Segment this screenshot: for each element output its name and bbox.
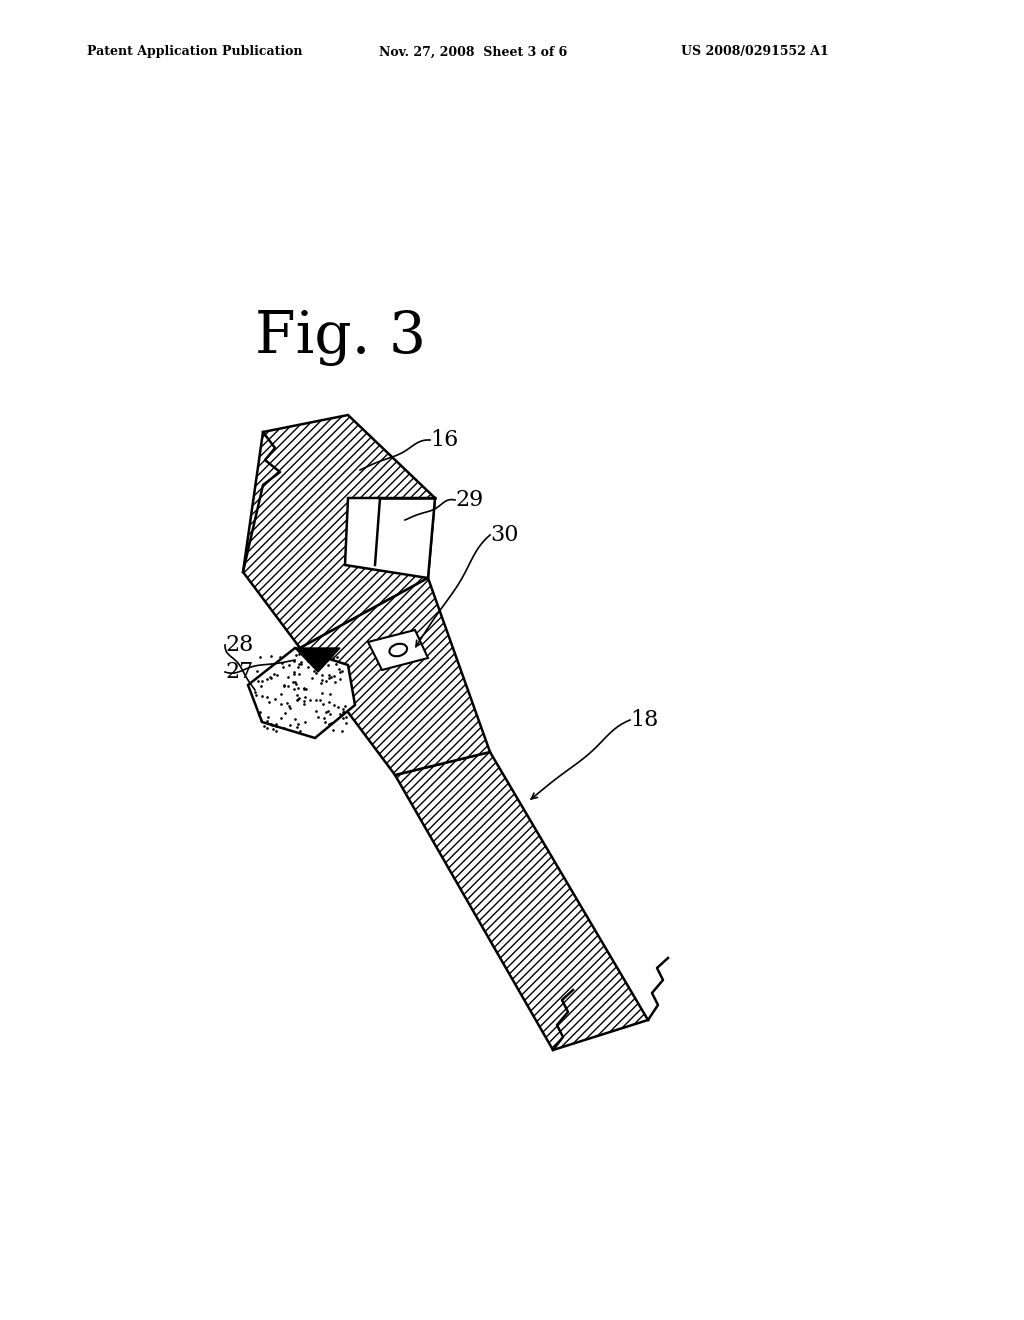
Polygon shape [300, 578, 490, 775]
Polygon shape [345, 498, 435, 578]
Polygon shape [248, 648, 355, 738]
Text: Fig. 3: Fig. 3 [255, 310, 426, 366]
Text: US 2008/0291552 A1: US 2008/0291552 A1 [681, 45, 828, 58]
Text: Nov. 27, 2008  Sheet 3 of 6: Nov. 27, 2008 Sheet 3 of 6 [379, 45, 567, 58]
Polygon shape [295, 648, 340, 672]
Polygon shape [368, 630, 428, 671]
Ellipse shape [389, 644, 408, 656]
Polygon shape [243, 414, 435, 648]
Polygon shape [395, 752, 648, 1049]
Text: Patent Application Publication: Patent Application Publication [87, 45, 302, 58]
Text: 18: 18 [630, 709, 658, 731]
Text: 16: 16 [430, 429, 459, 451]
Text: 27: 27 [225, 661, 253, 682]
Text: 29: 29 [455, 488, 483, 511]
Text: 30: 30 [490, 524, 518, 546]
Text: 28: 28 [225, 634, 253, 656]
